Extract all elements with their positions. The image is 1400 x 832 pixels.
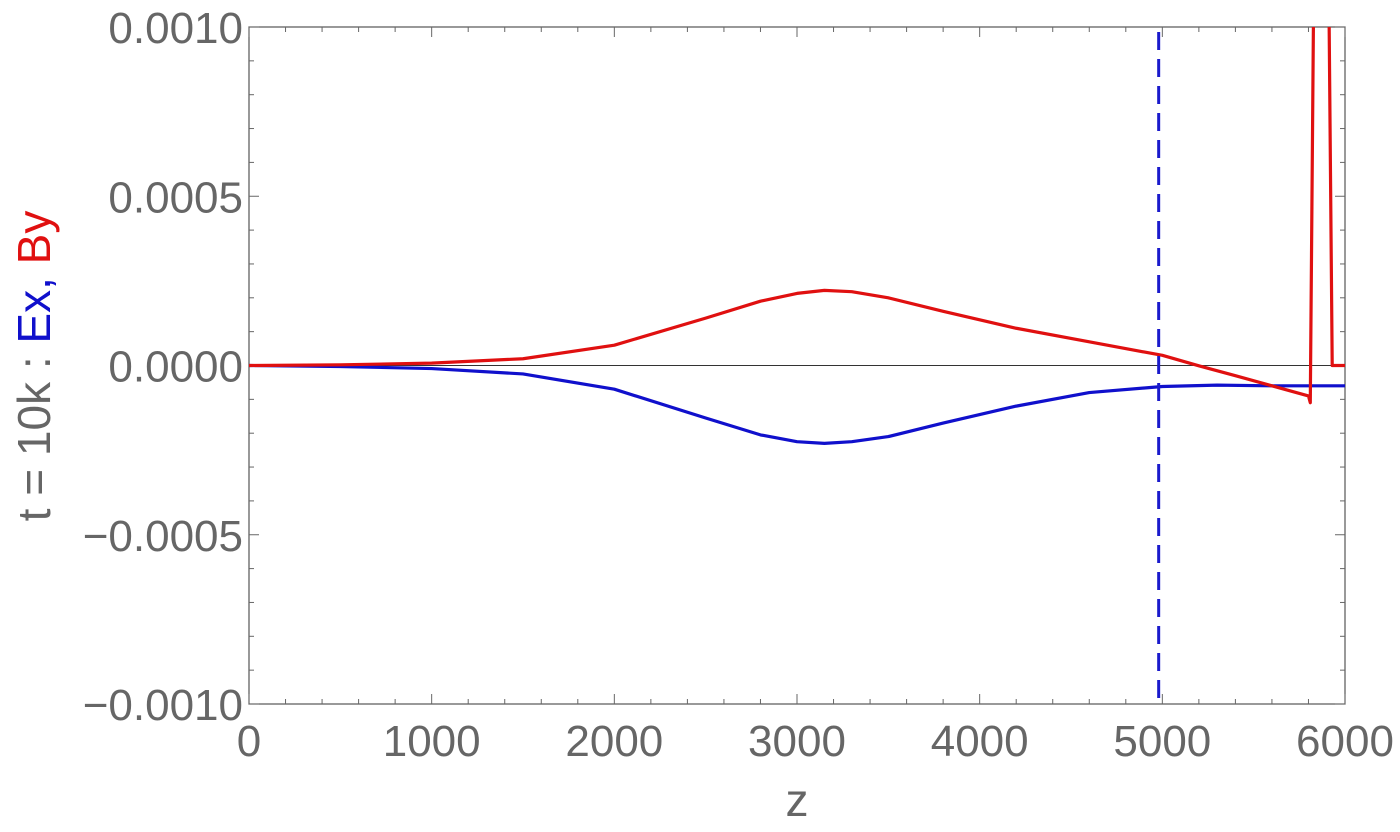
x-tick-labels: 0 1000 2000 3000 4000 5000 6000 bbox=[237, 717, 1394, 766]
y-tick-label: 0.0005 bbox=[108, 173, 243, 222]
y-axis-title: t = 10k : Ex, By bbox=[8, 211, 60, 522]
x-tick-label: 0 bbox=[237, 717, 261, 766]
y-axis-title-ex: Ex bbox=[8, 290, 60, 344]
x-tick-label: 4000 bbox=[931, 717, 1029, 766]
x-tick-label: 3000 bbox=[748, 717, 846, 766]
y-tick-label: −0.0010 bbox=[83, 681, 243, 730]
x-tick-label: 5000 bbox=[1113, 717, 1211, 766]
y-tick-label: 0.0010 bbox=[108, 4, 243, 53]
y-axis-title-prefix: t = 10k : bbox=[8, 344, 60, 522]
y-tick-label: −0.0005 bbox=[83, 512, 243, 561]
series-layer bbox=[249, 27, 1345, 445]
y-axis-title-separator: , bbox=[8, 264, 60, 290]
x-axis-title: z bbox=[786, 774, 809, 826]
x-tick-label: 6000 bbox=[1296, 717, 1394, 766]
x-tick-label: 2000 bbox=[565, 717, 663, 766]
y-tick-labels: 0.0010 0.0005 0.0000 −0.0005 −0.0010 bbox=[83, 4, 243, 730]
y-tick-label: 0.0000 bbox=[108, 343, 243, 392]
series-line-by bbox=[249, 27, 1345, 405]
series-line-ex bbox=[249, 363, 1345, 445]
y-axis-title-by: By bbox=[8, 211, 60, 265]
x-tick-label: 1000 bbox=[383, 717, 481, 766]
